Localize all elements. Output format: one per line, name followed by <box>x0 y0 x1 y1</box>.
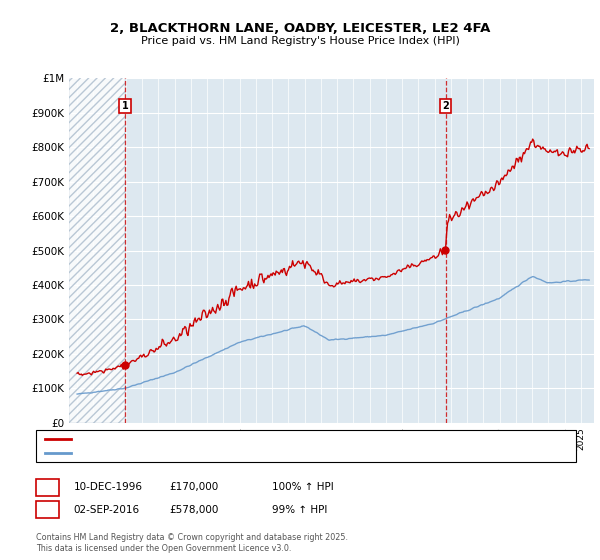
Text: 1: 1 <box>122 101 128 111</box>
Text: 99% ↑ HPI: 99% ↑ HPI <box>272 505 327 515</box>
Text: Price paid vs. HM Land Registry's House Price Index (HPI): Price paid vs. HM Land Registry's House … <box>140 36 460 46</box>
Text: 10-DEC-1996: 10-DEC-1996 <box>74 482 143 492</box>
Text: 2, BLACKTHORN LANE, OADBY, LEICESTER, LE2 4FA: 2, BLACKTHORN LANE, OADBY, LEICESTER, LE… <box>110 22 490 35</box>
Text: 02-SEP-2016: 02-SEP-2016 <box>74 505 140 515</box>
Text: HPI: Average price, detached house, Oadby and Wigston: HPI: Average price, detached house, Oadb… <box>77 449 346 458</box>
Text: 2: 2 <box>442 101 449 111</box>
Text: £170,000: £170,000 <box>170 482 219 492</box>
Text: Contains HM Land Registry data © Crown copyright and database right 2025.
This d: Contains HM Land Registry data © Crown c… <box>36 533 348 553</box>
Text: 100% ↑ HPI: 100% ↑ HPI <box>272 482 334 492</box>
Text: 1: 1 <box>44 482 51 492</box>
Text: £578,000: £578,000 <box>170 505 219 515</box>
Text: 2: 2 <box>44 505 51 515</box>
Text: 2, BLACKTHORN LANE, OADBY, LEICESTER, LE2 4FA (detached house): 2, BLACKTHORN LANE, OADBY, LEICESTER, LE… <box>77 434 406 443</box>
